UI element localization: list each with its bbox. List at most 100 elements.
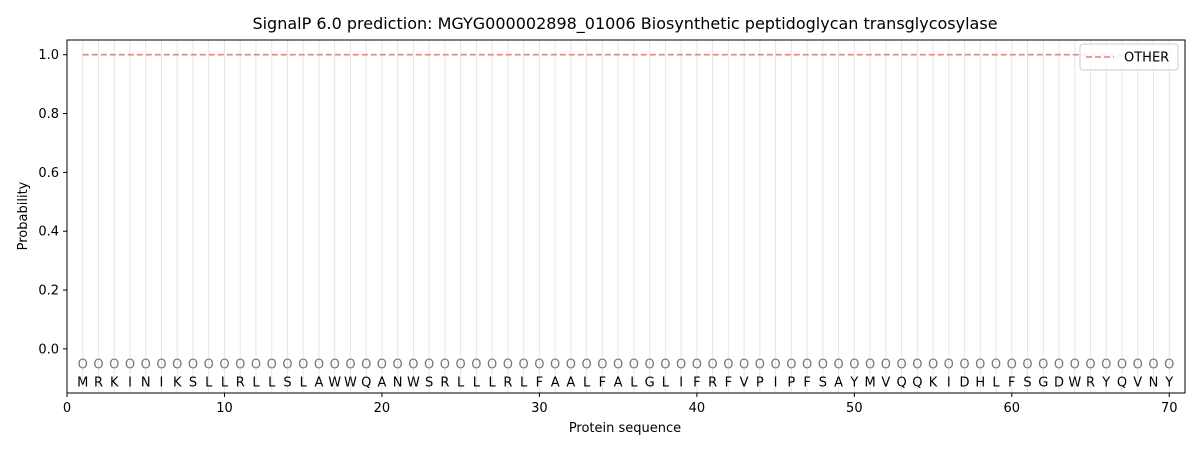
x-tick-label: 30 [531, 401, 548, 416]
prediction-marker: O [393, 358, 403, 373]
prediction-marker: O [912, 358, 922, 373]
prediction-marker: O [125, 358, 135, 373]
sequence-residue: K [110, 375, 119, 390]
sequence-residue: R [503, 375, 512, 390]
prediction-marker: O [1038, 358, 1048, 373]
sequence-residue: F [725, 375, 732, 390]
sequence-residue: G [645, 375, 655, 390]
sequence-residue: A [566, 375, 575, 390]
prediction-marker: O [235, 358, 245, 373]
sequence-residue: R [1086, 375, 1095, 390]
prediction-marker: O [707, 358, 717, 373]
sequence-residue: Q [1117, 375, 1127, 390]
sequence-residue: L [630, 375, 638, 390]
sequence-residue: W [344, 375, 357, 390]
sequence-residue: R [236, 375, 245, 390]
sequence-residue: Q [896, 375, 906, 390]
prediction-marker: O [723, 358, 733, 373]
sequence-residue: S [189, 375, 197, 390]
prediction-marker: O [991, 358, 1001, 373]
sequence-residue: Q [361, 375, 371, 390]
sequence-residue: R [708, 375, 717, 390]
x-tick-label: 60 [1004, 401, 1021, 416]
sequence-residue: R [440, 375, 449, 390]
prediction-marker: O [377, 358, 387, 373]
sequence-residue: W [1068, 375, 1081, 390]
prediction-marker: O [503, 358, 513, 373]
sequence-residue: I [774, 375, 778, 390]
sequence-residue: A [614, 375, 623, 390]
prediction-marker: O [314, 358, 324, 373]
y-axis-label: Probability [16, 181, 31, 250]
prediction-marker: O [896, 358, 906, 373]
prediction-marker: O [550, 358, 560, 373]
sequence-residue: P [756, 375, 764, 390]
sequence-residue: K [929, 375, 938, 390]
sequence-residue: L [268, 375, 276, 390]
chart-title: SignalP 6.0 prediction: MGYG000002898_01… [252, 14, 997, 34]
sequence-residue: L [221, 375, 229, 390]
sequence-residue: M [77, 375, 88, 390]
sequence-residue: R [94, 375, 103, 390]
prediction-marker: O [251, 358, 261, 373]
prediction-marker: O [613, 358, 623, 373]
sequence-residue: F [599, 375, 606, 390]
sequence-residue: W [407, 375, 420, 390]
sequence-residue: V [740, 375, 749, 390]
sequence-residue: N [393, 375, 403, 390]
sequence-residue: N [1149, 375, 1159, 390]
y-tick-label: 0.0 [38, 342, 59, 357]
sequence-residue: S [425, 375, 433, 390]
sequence-residue: Y [1164, 375, 1173, 390]
sequence-residue: A [377, 375, 386, 390]
y-tick-label: 0.4 [38, 225, 59, 240]
sequence-residue: S [1023, 375, 1031, 390]
prediction-marker: O [219, 358, 229, 373]
x-tick-label: 40 [689, 401, 706, 416]
sequence-residue: M [864, 375, 875, 390]
sequence-residue: V [1133, 375, 1142, 390]
prediction-marker: O [1070, 358, 1080, 373]
x-tick-label: 0 [63, 401, 71, 416]
grid-layer [82, 40, 1170, 393]
prediction-marker: O [109, 358, 119, 373]
sequence-residue: Q [912, 375, 922, 390]
prediction-marker: O [519, 358, 529, 373]
prediction-marker: O [1117, 358, 1127, 373]
prediction-marker: O [692, 358, 702, 373]
x-axis-label: Protein sequence [569, 421, 681, 436]
prediction-marker: O [156, 358, 166, 373]
sequence-residue: I [947, 375, 951, 390]
prediction-marker: O [456, 358, 466, 373]
sequence-residue: F [1008, 375, 1015, 390]
prediction-marker: O [93, 358, 103, 373]
prediction-marker: O [881, 358, 891, 373]
prediction-marker: O [1101, 358, 1111, 373]
prediction-marker: O [739, 358, 749, 373]
prediction-marker: O [755, 358, 765, 373]
sequence-residue: L [252, 375, 260, 390]
prediction-marker: O [1007, 358, 1017, 373]
sequence-residue: S [283, 375, 291, 390]
prediction-marker: O [408, 358, 418, 373]
sequence-residue: H [975, 375, 985, 390]
prediction-marker: O [833, 358, 843, 373]
sequence-residue: L [489, 375, 497, 390]
prediction-marker: O [944, 358, 954, 373]
prediction-marker: O [1054, 358, 1064, 373]
prediction-marker: O [267, 358, 277, 373]
sequence-residue: L [520, 375, 528, 390]
sequence-residue: N [141, 375, 151, 390]
prediction-marker: O [345, 358, 355, 373]
prediction-marker: O [928, 358, 938, 373]
prediction-marker: O [676, 358, 686, 373]
prediction-marker: O [786, 358, 796, 373]
sequence-residue: I [128, 375, 132, 390]
sequence-residue: K [173, 375, 182, 390]
legend-label: OTHER [1124, 51, 1169, 66]
prediction-marker: O [204, 358, 214, 373]
sequence-residue: L [473, 375, 481, 390]
sequence-residue: L [300, 375, 308, 390]
y-tick-label: 0.8 [38, 107, 59, 122]
